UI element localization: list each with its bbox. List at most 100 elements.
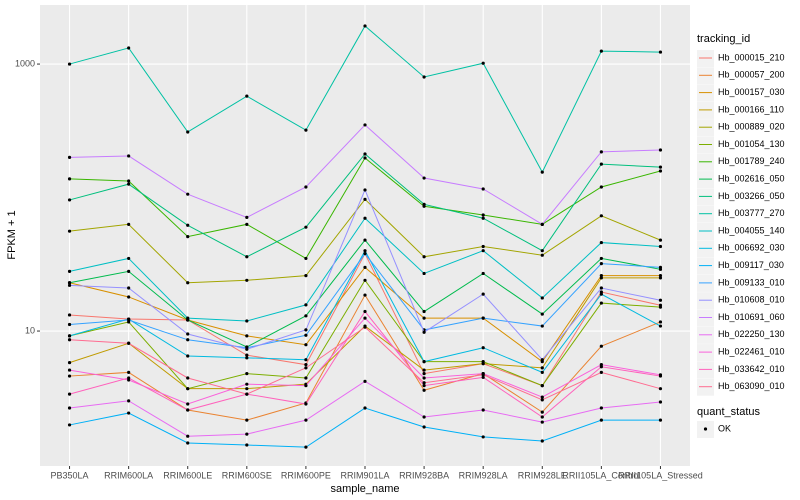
data-point [363,325,367,329]
data-point [67,62,72,66]
x-tick-label: RRIM901LA [340,470,389,480]
data-point [245,443,249,447]
data-point [304,366,308,370]
x-tick-label: RRIM600SE [222,470,272,480]
data-point [481,408,485,412]
data-point [540,370,544,374]
data-point [481,244,485,249]
data-point [540,420,544,424]
legend-label: Hb_009133_010 [718,277,785,287]
data-point [304,303,308,307]
data-point [422,176,426,180]
data-point [422,415,426,419]
data-point [127,256,131,261]
data-point [67,334,72,338]
data-point [658,169,663,173]
data-point [245,222,249,226]
data-point [658,274,663,278]
data-point [67,177,72,181]
x-tick-label: RRII105LA_Stressed [618,470,703,480]
data-point [540,296,544,300]
data-point [67,281,72,285]
data-point [304,333,308,337]
data-point [245,278,249,282]
data-point [540,384,544,388]
data-point [245,347,249,351]
data-point [245,356,249,360]
data-point [363,309,367,314]
data-point [127,179,131,183]
data-point [481,292,485,296]
data-point [67,229,72,233]
data-point [540,324,544,328]
data-point [186,316,190,320]
data-point [599,406,603,410]
data-point [186,376,190,380]
data-point [67,155,72,159]
data-point [245,353,249,357]
legend-label: Hb_003266_050 [718,191,785,201]
data-point [304,343,308,347]
data-point [304,314,308,318]
data-point [658,265,663,269]
data-point [599,292,603,296]
data-point [481,249,485,253]
data-point [127,341,131,345]
data-point [658,324,663,328]
x-tick-label: RRIM928LA [459,470,508,480]
data-point [127,46,131,50]
data-point [363,197,367,201]
x-tick-label: RRIM600LA [104,470,153,480]
data-point [481,435,485,439]
data-point [186,332,190,336]
data-point [481,216,485,220]
y-axis-title: FPKM + 1 [6,210,18,259]
data-point [658,374,663,378]
data-point [599,344,603,348]
data-point [304,418,308,422]
data-point [245,215,249,220]
data-point [67,361,72,365]
data-point [363,265,367,269]
legend-label: Hb_006692_030 [718,243,785,253]
data-point [363,238,367,242]
data-point [422,381,426,385]
data-point [186,223,190,227]
legend-label: Hb_000889_020 [718,122,785,132]
data-point [599,214,603,218]
legend-title: tracking_id [697,33,750,45]
data-point [67,368,72,372]
data-point [481,375,485,379]
data-point [422,330,426,334]
data-point [363,252,367,256]
data-point [540,253,544,257]
data-point [363,293,367,297]
data-point [127,370,131,374]
data-point [304,358,308,362]
data-point [186,130,190,134]
data-point [304,363,308,367]
data-point [245,334,249,338]
legend-label: Hb_009117_030 [718,260,784,270]
data-point [658,320,663,324]
data-point [67,269,72,273]
data-point [363,406,367,410]
data-point [304,128,308,132]
data-point [186,354,190,358]
data-point [245,371,249,376]
data-point [422,371,426,376]
data-point [304,256,308,261]
data-point [363,188,367,192]
data-point [658,387,663,391]
x-tick-label: RRIM928BA [399,470,449,480]
data-point [186,338,190,342]
data-point [363,316,367,320]
data-point [127,269,131,273]
data-point [422,425,426,429]
data-point [186,234,190,239]
legend-label: Hb_063090_010 [718,381,785,391]
legend-label: OK [718,423,731,433]
data-point [658,305,663,309]
data-point [422,75,426,79]
data-point [599,185,603,189]
